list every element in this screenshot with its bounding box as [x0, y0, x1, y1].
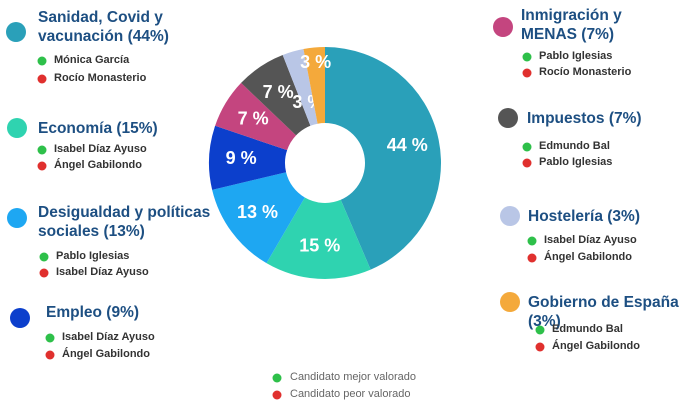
slice: [303, 47, 325, 124]
category-label: Empleo (9%): [46, 304, 140, 321]
best-dot: [45, 333, 55, 343]
worst-dot: [522, 68, 532, 78]
slice: [212, 172, 305, 264]
best-candidate: Edmundo Bal: [552, 323, 623, 335]
slice: [215, 82, 297, 151]
best-candidate: Isabel Díaz Ayuso: [62, 331, 155, 343]
category-label: Hostelería (3%): [528, 208, 640, 225]
worst-dot: [37, 161, 47, 171]
category-icon: [500, 292, 520, 312]
worst-dot: [45, 350, 55, 360]
slice: [266, 197, 371, 279]
value-label: 9 %: [226, 148, 257, 168]
worst-candidate: Pablo Iglesias: [539, 156, 613, 168]
category-label: Desigualdad y políticas sociales (13%): [38, 204, 211, 240]
value-label: 7 %: [238, 108, 269, 128]
worst-dot: [37, 74, 47, 84]
legend-label: Candidato peor valorado: [290, 388, 411, 400]
category-icon: [10, 308, 30, 328]
best-dot: [527, 236, 537, 246]
best-dot: [522, 142, 532, 152]
best-candidate: Isabel Díaz Ayuso: [54, 143, 147, 155]
worst-candidate: Ángel Gabilondo: [62, 348, 150, 360]
value-label: 15 %: [299, 236, 340, 256]
worst-dot: [527, 253, 537, 263]
category-icon: [500, 206, 520, 226]
legend-dot: [272, 390, 282, 400]
slice: [325, 47, 442, 270]
best-candidate: Pablo Iglesias: [56, 250, 130, 262]
category-label: Gobierno de España (3%): [528, 294, 679, 330]
best-candidate: Mónica García: [54, 54, 130, 66]
category-label: Sanidad, Covid y vacunación (44%): [38, 9, 169, 45]
category-label: Inmigración y MENAS (7%): [521, 7, 622, 43]
legend-dot: [272, 373, 282, 383]
value-label: 7 %: [263, 82, 294, 102]
worst-candidate: Ángel Gabilondo: [552, 340, 640, 352]
worst-dot: [522, 158, 532, 168]
value-label: 3 %: [300, 52, 331, 72]
category-icon: [7, 118, 27, 138]
value-label: 44 %: [387, 135, 428, 155]
category-icon: [493, 17, 513, 37]
category-label: Impuestos (7%): [527, 110, 642, 127]
best-candidate: Edmundo Bal: [539, 140, 610, 152]
best-dot: [522, 52, 532, 62]
best-candidate: Pablo Iglesias: [539, 50, 613, 62]
worst-dot: [39, 268, 49, 278]
worst-candidate: Ángel Gabilondo: [54, 159, 142, 171]
slice: [282, 49, 318, 126]
best-dot: [39, 252, 49, 262]
slice: [209, 125, 288, 190]
best-candidate: Isabel Díaz Ayuso: [544, 234, 637, 246]
category-icon: [7, 208, 27, 228]
value-label: 13 %: [237, 202, 278, 222]
best-dot: [37, 145, 47, 155]
slice: [241, 54, 311, 136]
category-label: Economía (15%): [38, 120, 158, 137]
best-dot: [37, 56, 47, 66]
worst-candidate: Ángel Gabilondo: [544, 251, 632, 263]
best-dot: [535, 325, 545, 335]
worst-candidate: Rocío Monasterio: [539, 66, 632, 78]
worst-candidate: Rocío Monasterio: [54, 72, 147, 84]
worst-dot: [535, 342, 545, 352]
category-icon: [498, 108, 518, 128]
category-icon: [6, 22, 26, 42]
worst-candidate: Isabel Díaz Ayuso: [56, 266, 149, 278]
legend-label: Candidato mejor valorado: [290, 371, 416, 383]
